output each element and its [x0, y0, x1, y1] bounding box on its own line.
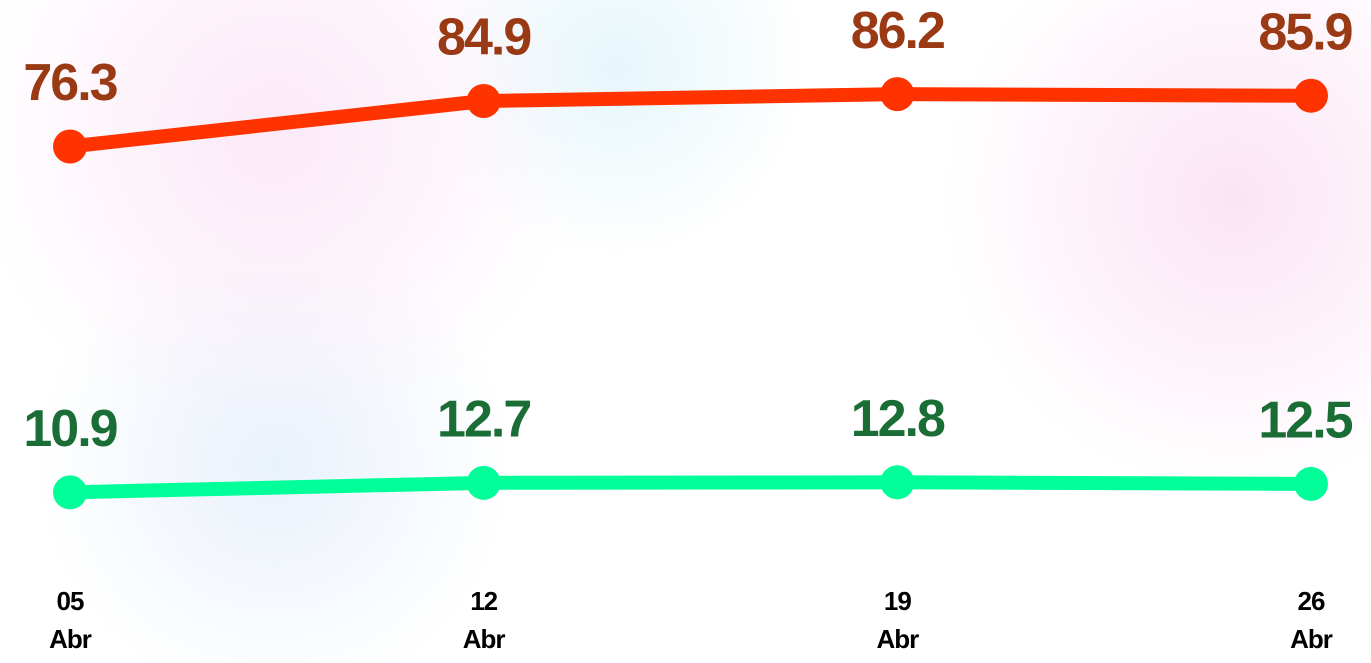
value-label: 12.5 — [1258, 392, 1352, 450]
point — [53, 475, 87, 510]
value-label: 12.7 — [437, 391, 530, 449]
point — [1294, 466, 1328, 501]
x-tick-label: 05 Abr — [49, 586, 92, 654]
value-label: 10.9 — [23, 400, 116, 458]
x-tick-label: 26 Abr — [1290, 586, 1333, 654]
value-label: 85.9 — [1258, 3, 1351, 61]
value-label: 76.3 — [23, 54, 117, 112]
point — [466, 465, 501, 500]
value-label: 12.8 — [851, 390, 945, 448]
value-label: 84.9 — [437, 9, 530, 67]
value-label: 86.2 — [851, 2, 944, 60]
x-tick-label: 19 Abr — [876, 586, 919, 654]
point — [880, 465, 915, 500]
series-line — [69, 87, 1312, 154]
series-line — [69, 475, 1312, 500]
point — [1294, 78, 1328, 113]
point — [53, 129, 87, 164]
point — [466, 84, 501, 119]
point — [880, 77, 915, 112]
x-tick-label: 12 Abr — [462, 586, 506, 654]
